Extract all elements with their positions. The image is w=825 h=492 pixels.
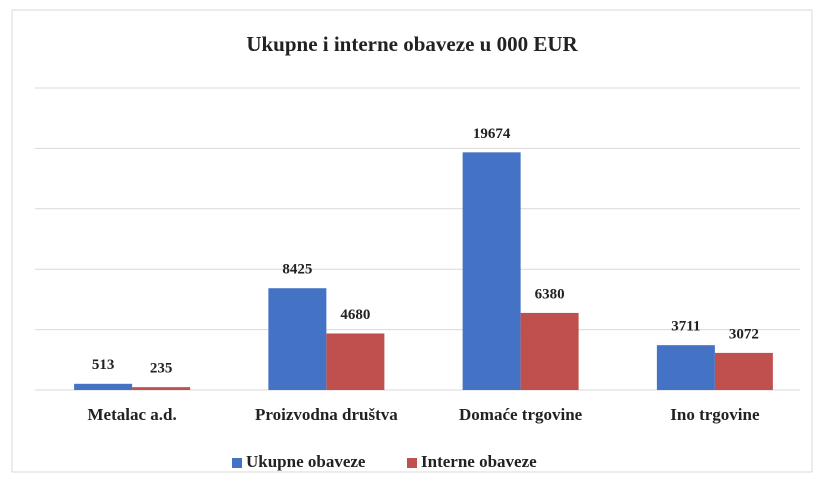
legend-swatch bbox=[232, 458, 242, 468]
data-label: 19674 bbox=[473, 126, 511, 142]
bar bbox=[132, 387, 191, 390]
x-tick-label: Metalac a.d. bbox=[88, 405, 177, 424]
legend-label: Ukupne obaveze bbox=[246, 452, 366, 471]
x-tick-label: Proizvodna društva bbox=[255, 405, 398, 424]
x-tick-label: Ino trgovine bbox=[670, 405, 760, 424]
data-label: 4680 bbox=[340, 307, 370, 323]
bar bbox=[656, 345, 715, 390]
x-tick-label: Domaće trgovine bbox=[459, 405, 583, 424]
chart-frame bbox=[11, 9, 813, 473]
data-label: 6380 bbox=[535, 286, 565, 302]
data-label: 513 bbox=[92, 357, 115, 373]
data-label: 8425 bbox=[282, 262, 312, 278]
data-label: 3072 bbox=[729, 326, 759, 342]
bar bbox=[462, 152, 521, 390]
bar bbox=[326, 333, 385, 390]
legend-label: Interne obaveze bbox=[421, 452, 537, 471]
data-label: 3711 bbox=[671, 319, 700, 335]
bar bbox=[714, 352, 773, 390]
bar bbox=[268, 288, 327, 390]
bar bbox=[520, 312, 579, 390]
chart-title: Ukupne i interne obaveze u 000 EUR bbox=[246, 32, 578, 56]
bar bbox=[74, 383, 133, 390]
legend-swatch bbox=[407, 458, 417, 468]
data-label: 235 bbox=[150, 361, 173, 377]
